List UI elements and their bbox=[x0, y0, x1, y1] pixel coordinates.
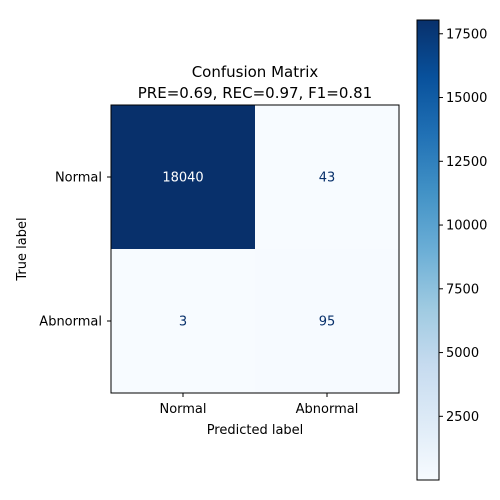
chart-title: Confusion Matrix bbox=[192, 63, 319, 81]
colorbar-tick-label: 12500 bbox=[446, 155, 487, 170]
cell-value-label: 18040 bbox=[162, 171, 203, 186]
x-axis-ticks: Normal Abnormal bbox=[159, 393, 358, 417]
x-tick-label: Normal bbox=[159, 402, 206, 417]
colorbar bbox=[416, 19, 440, 481]
y-tick-label: Abnormal bbox=[39, 315, 102, 330]
colorbar-tick-label: 5000 bbox=[446, 346, 479, 361]
y-tick-label: Normal bbox=[55, 171, 102, 186]
x-axis-label: Predicted label bbox=[207, 423, 304, 438]
cell-value-label: 95 bbox=[319, 315, 336, 330]
colorbar-tick-label: 7500 bbox=[446, 282, 479, 297]
cell-value-label: 43 bbox=[319, 171, 336, 186]
colorbar-tick-label: 17500 bbox=[446, 27, 487, 42]
heatmap-cell bbox=[255, 105, 400, 250]
cell-value-label: 3 bbox=[179, 315, 187, 330]
heatmap-cell bbox=[255, 249, 400, 394]
chart-subtitle: PRE=0.69, REC=0.97, F1=0.81 bbox=[138, 84, 372, 102]
y-axis-ticks: Normal Abnormal bbox=[39, 171, 111, 330]
x-tick-label: Abnormal bbox=[296, 402, 359, 417]
colorbar-tick-label: 10000 bbox=[446, 219, 487, 234]
colorbar-tick-label: 2500 bbox=[446, 410, 479, 425]
plot-frame bbox=[110, 104, 400, 394]
heatmap-cells: 18040 43 3 95 bbox=[111, 105, 400, 394]
heatmap-cell bbox=[111, 249, 256, 394]
heatmap-cell bbox=[111, 105, 256, 250]
colorbar-ticks: 2500 5000 7500 10000 12500 15000 17500 bbox=[439, 27, 487, 425]
y-axis-label: True label bbox=[15, 217, 30, 281]
colorbar-tick-label: 15000 bbox=[446, 91, 487, 106]
